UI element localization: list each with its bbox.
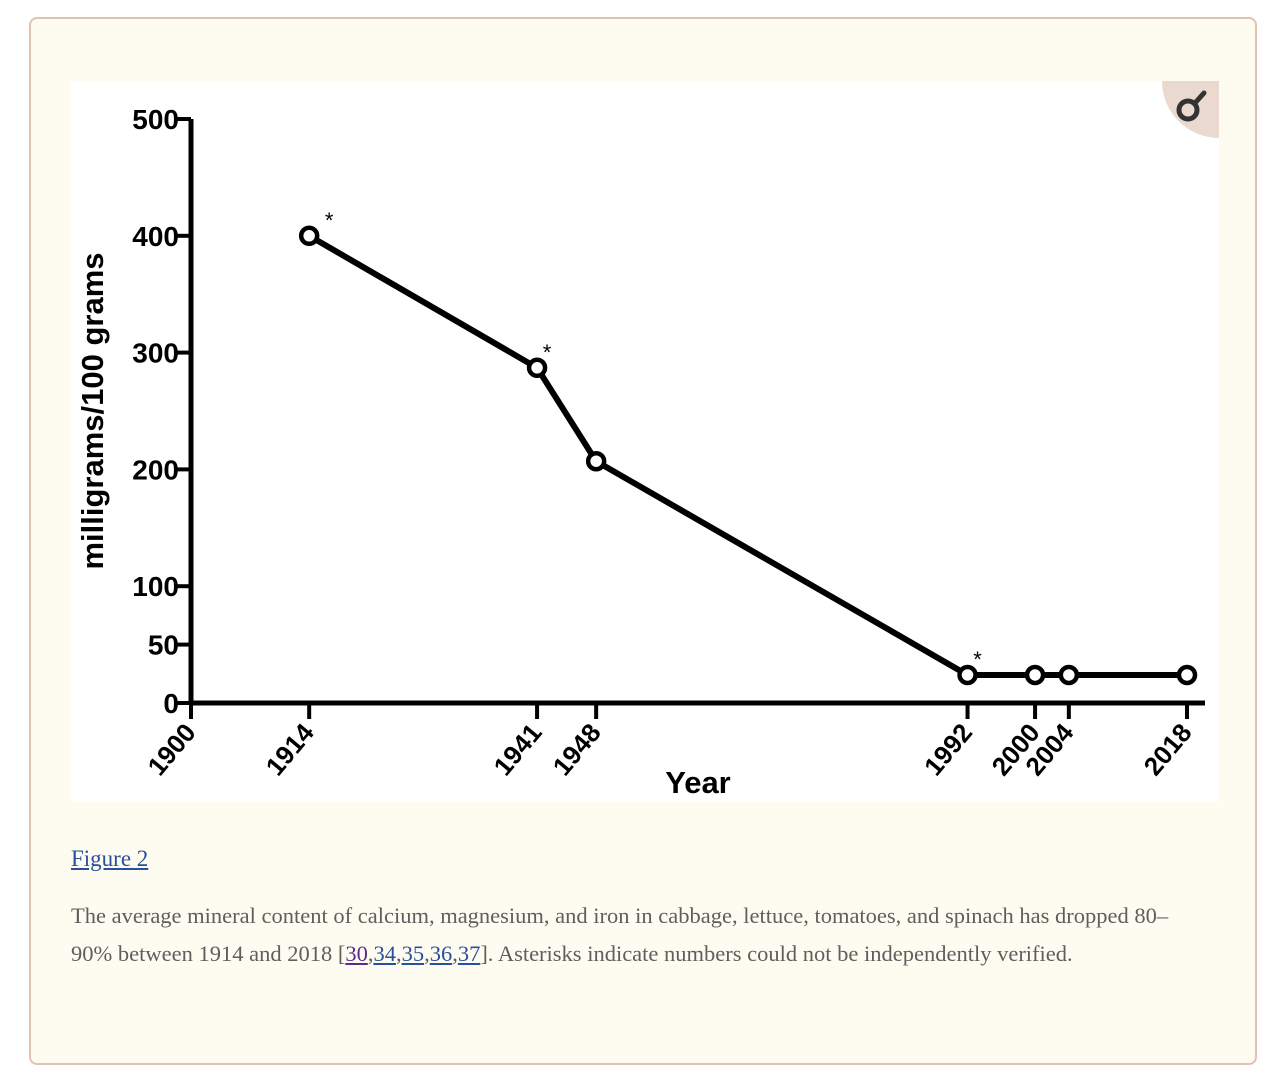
data-point [298,225,320,247]
data-point [1024,664,1046,686]
data-point [1176,664,1198,686]
x-tick-label: 1914 [260,717,321,781]
asterisk-annotation: * [325,208,334,233]
data-point [585,450,607,472]
x-tick-label: 2018 [1137,718,1197,782]
y-tick-label: 0 [163,688,179,719]
caption-text-after: ]. Asterisks indicate numbers could not … [480,941,1073,966]
y-tick-label: 50 [148,630,179,661]
ref-link-34[interactable]: 34 [373,941,396,966]
ref-separator: , [367,941,374,966]
caption-text-before: The average mineral content of calcium, … [71,903,1169,966]
ref-link-30[interactable]: 30 [345,941,368,966]
figure-card: 0 50 100 200 300 400 500 1900 1914 1941 1948 1992 20… [29,17,1257,1065]
y-tick-label: 500 [132,104,179,135]
ref-link-35[interactable]: 35 [401,941,425,966]
y-tick-label: 200 [132,454,179,485]
data-point [1058,664,1080,686]
y-tick-label: 100 [132,571,179,602]
y-tick-label: 400 [132,221,179,252]
ref-link-36[interactable]: 36 [429,941,453,966]
asterisk-annotation: * [543,340,552,365]
x-tick-label: 1992 [918,718,978,782]
x-tick-label: 1948 [547,718,607,782]
figure-image: 0 50 100 200 300 400 500 1900 1914 1941 1948 1992 20… [71,81,1219,801]
figure-caption: The average mineral content of calcium, … [71,897,1201,973]
x-axis-label: Year [665,765,731,800]
y-tick-label: 300 [132,338,179,369]
figure-link[interactable]: Figure 2 [71,846,149,871]
y-axis-label: milligrams/100 grams [75,252,110,569]
ref-separator: , [395,941,402,966]
ref-separator: , [452,941,458,966]
x-tick-label: 1941 [488,718,548,782]
ref-separator: , [424,941,430,966]
magnify-icon [1176,90,1207,122]
series-line [307,233,1187,678]
data-point [526,357,548,379]
asterisk-annotation: * [973,647,982,672]
data-point [957,664,978,686]
ref-link-37[interactable]: 37 [457,941,481,966]
x-tick-label: 1900 [141,718,201,782]
